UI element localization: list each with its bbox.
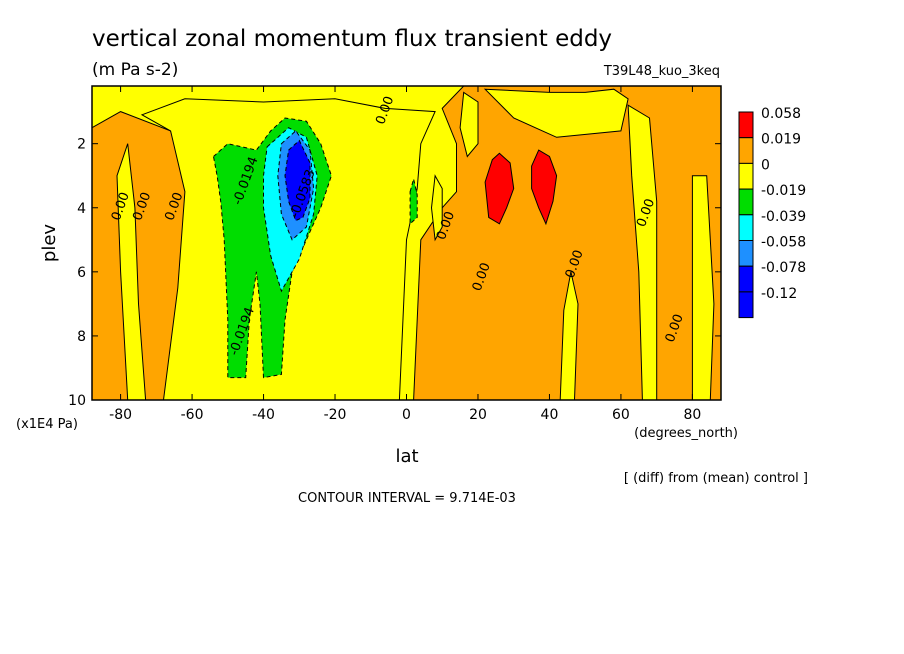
x-tick-label: -60: [181, 407, 204, 423]
x-axis-label: lat: [395, 446, 418, 467]
experiment-label: T39L48_kuo_3keq: [603, 64, 720, 79]
x-tick-label: 40: [541, 407, 559, 423]
colorbar-label: -0.12: [761, 286, 797, 302]
y-tick-label: 4: [77, 201, 86, 217]
colorbar-swatch: [738, 265, 754, 293]
contour-region-red: [484, 152, 515, 225]
contour-region-red: [531, 149, 558, 226]
contour-interval: CONTOUR INTERVAL = 9.714E-03: [298, 491, 516, 506]
x-tick-label: 60: [612, 407, 630, 423]
contour-region-yellow: [116, 143, 147, 400]
x-tick-label: 0: [402, 407, 411, 423]
contour-region-yellow: [627, 104, 658, 400]
colorbar-swatch: [738, 188, 754, 216]
contour-region-yellow: [559, 271, 579, 400]
x-tick-label: 20: [469, 407, 487, 423]
colorbar-label: -0.019: [761, 183, 806, 199]
chart-title: vertical zonal momentum flux transient e…: [92, 26, 612, 52]
colorbar-swatch: [738, 214, 754, 242]
colorbar-swatch: [738, 240, 754, 267]
comparison-note: [ (diff) from (mean) control ]: [624, 471, 808, 486]
contour-region-yellow: [430, 174, 443, 242]
y-tick-label: 6: [77, 265, 86, 281]
colorbar-label: 0.058: [761, 106, 801, 122]
contour-region-green: [409, 178, 418, 225]
colorbar-label: 0: [761, 157, 770, 173]
contour-region-yellow: [483, 88, 629, 138]
contour-fills: [92, 86, 721, 400]
chart-units: (m Pa s-2): [92, 60, 178, 80]
contour-region-blue: [284, 139, 311, 222]
colorbar-label: -0.058: [761, 235, 806, 251]
contour-region-yellow: [691, 175, 715, 400]
y-tick-label: 2: [77, 137, 86, 153]
y-axis-label: plev: [39, 224, 60, 263]
y-axis-ticks: 2 4 6 8 10: [68, 137, 721, 409]
colorbar-swatch: [738, 291, 754, 319]
x-axis-ticks: -80 -60 -40 -20 0 20 40 60 80: [109, 86, 701, 423]
x-tick-label: 80: [683, 407, 701, 423]
colorbar-legend: 0.058 0.019 0 -0.019 -0.039 -0.058 -0.078 -0.12: [738, 106, 806, 319]
plot-area: [92, 86, 721, 400]
x-tick-label: -40: [252, 407, 275, 423]
colorbar-swatch: [738, 162, 754, 190]
colorbar-label: -0.078: [761, 260, 806, 276]
colorbar-swatch: [738, 137, 754, 164]
colorbar-label: -0.039: [761, 209, 806, 225]
x-tick-label: -20: [324, 407, 347, 423]
y-tick-label: 8: [77, 329, 86, 345]
y-tick-label: 10: [68, 393, 86, 409]
colorbar-swatch: [738, 111, 754, 139]
contour-region-yellow: [459, 91, 479, 158]
x-axis-units: (degrees_north): [634, 426, 738, 441]
colorbar-label: 0.019: [761, 132, 801, 148]
x-tick-label: -80: [109, 407, 132, 423]
y-axis-units: (x1E4 Pa): [16, 417, 78, 432]
